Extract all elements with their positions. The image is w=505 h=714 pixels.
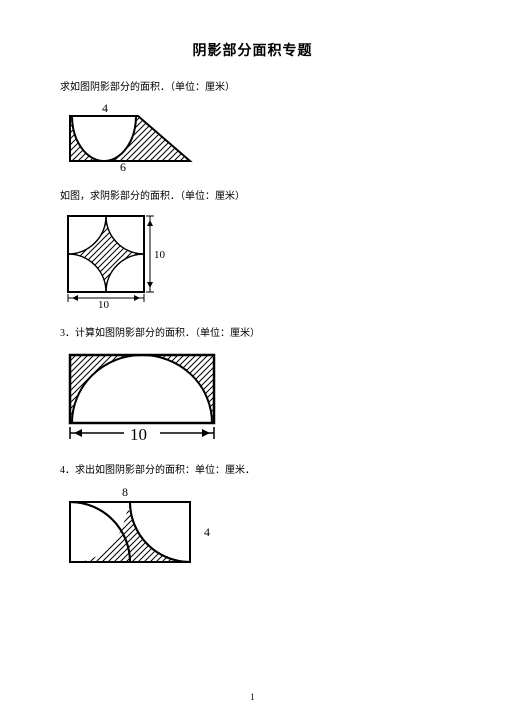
page-number: 1	[0, 692, 505, 702]
problem-4-figure: 8 4	[60, 484, 445, 574]
problem-3-prompt: 3．计算如图阴影部分的面积．（单位：厘米）	[60, 324, 445, 339]
fig1-top-label: 4	[102, 101, 108, 115]
problem-2-figure: 10 10	[60, 210, 445, 310]
page-title: 阴影部分面积专题	[60, 40, 445, 60]
page-container: 阴影部分面积专题 求如图阴影部分的面积．（单位：厘米） 4 6	[0, 0, 505, 608]
problem-2-prompt: 如图，求阴影部分的面积．（单位：厘米）	[60, 187, 445, 202]
problem-4-prompt: 4．求出如图阴影部分的面积：单位：厘米．	[60, 461, 445, 476]
fig2-right-label: 10	[154, 249, 166, 261]
fig1-bottom-label: 6	[120, 160, 126, 173]
fig4-top-label: 8	[122, 485, 128, 499]
problem-1-prompt: 求如图阴影部分的面积．（单位：厘米）	[60, 78, 445, 93]
problem-1-figure: 4 6	[60, 101, 445, 173]
fig2-bottom-label: 10	[98, 299, 110, 310]
fig3-bottom-label: 10	[130, 425, 147, 444]
problem-3-figure: 10	[60, 347, 445, 447]
fig4-right-label: 4	[204, 525, 210, 539]
